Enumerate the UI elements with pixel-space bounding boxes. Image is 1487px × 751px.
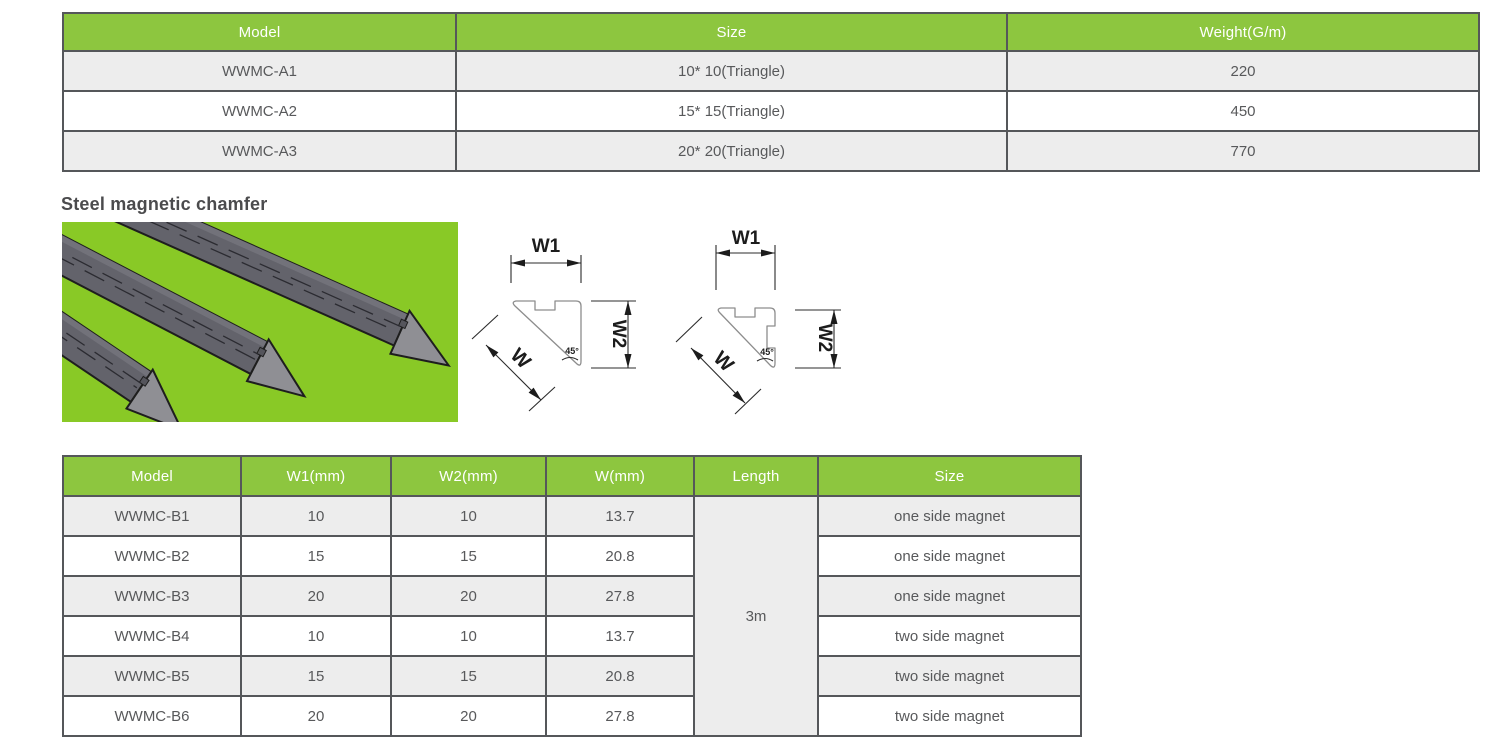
cell-w2: 15 [390, 535, 547, 577]
cell-w2: 15 [390, 655, 547, 697]
table-row: WWMC-B6 20 20 27.8 two side magnet [62, 695, 1082, 737]
column-header-length: Length [693, 455, 819, 497]
chamfer-strip [62, 281, 184, 422]
cell-w2: 10 [390, 615, 547, 657]
column-header-size: Size [455, 12, 1008, 52]
dimension-label-w: W [709, 347, 738, 376]
dimension-label-w2: W2 [608, 320, 629, 349]
cell-w: 13.7 [545, 495, 695, 537]
cell-weight: 220 [1006, 50, 1480, 92]
cell-w1: 20 [240, 575, 392, 617]
product-image-steel-chamfer-strips [62, 222, 458, 422]
cell-w: 13.7 [545, 615, 695, 657]
cell-w1: 20 [240, 695, 392, 737]
cell-size: two side magnet [817, 695, 1082, 737]
cell-size: 15* 15(Triangle) [455, 90, 1008, 132]
cell-model: WWMC-A3 [62, 130, 457, 172]
column-header-size: Size [817, 455, 1082, 497]
table-row: WWMC-B4 10 10 13.7 two side magnet [62, 615, 1082, 657]
dimension-label-w2: W2 [814, 324, 835, 353]
cell-model: WWMC-B4 [62, 615, 242, 657]
angle-label-45: 45° [565, 346, 579, 356]
table-row: WWMC-A3 20* 20(Triangle) 770 [62, 130, 1480, 172]
table-row: WWMC-B1 10 10 13.7 3m one side magnet [62, 495, 1082, 737]
cell-weight: 770 [1006, 130, 1480, 172]
cell-size: 10* 10(Triangle) [455, 50, 1008, 92]
cell-w: 20.8 [545, 655, 695, 697]
cell-w2: 20 [390, 575, 547, 617]
table-row: WWMC-A1 10* 10(Triangle) 220 [62, 50, 1480, 92]
chamfer-strip [63, 222, 451, 367]
cell-size: 20* 20(Triangle) [455, 130, 1008, 172]
table-a-header-row: Model Size Weight(G/m) [62, 12, 1480, 52]
cell-w: 27.8 [545, 575, 695, 617]
cell-w1: 10 [240, 495, 392, 537]
angle-label-45: 45° [760, 347, 774, 357]
cell-w2: 10 [390, 495, 547, 537]
cell-model: WWMC-B2 [62, 535, 242, 577]
cross-section-diagram-two-side: W1 W2 W 45° [675, 228, 841, 415]
cell-model: WWMC-B5 [62, 655, 242, 697]
section-heading: Steel magnetic chamfer [61, 194, 268, 214]
cell-model: WWMC-B6 [62, 695, 242, 737]
column-header-model: Model [62, 455, 242, 497]
cell-w1: 15 [240, 535, 392, 577]
cell-size: two side magnet [817, 615, 1082, 657]
column-header-w: W(mm) [545, 455, 695, 497]
chamfer-strip [62, 222, 307, 398]
cell-model: WWMC-A1 [62, 50, 457, 92]
column-header-w1: W1(mm) [240, 455, 392, 497]
spec-table-triangle: Model Size Weight(G/m) WWMC-A1 10* 10(Tr… [62, 12, 1480, 172]
column-header-w2: W2(mm) [390, 455, 547, 497]
spec-table-chamfer: Model W1(mm) W2(mm) W(mm) Length Size WW… [62, 455, 1082, 737]
cell-w1: 10 [240, 615, 392, 657]
chamfer-profile-outline [512, 300, 582, 366]
chamfer-profile-outline [717, 307, 776, 368]
cell-w: 20.8 [545, 535, 695, 577]
cell-size: one side magnet [817, 575, 1082, 617]
cell-length-merged: 3m [693, 495, 819, 737]
dimension-label-w1: W1 [532, 236, 561, 257]
column-header-model: Model [62, 12, 457, 52]
table-row: WWMC-A2 15* 15(Triangle) 450 [62, 90, 1480, 132]
table-row: WWMC-B2 15 15 20.8 one side magnet [62, 535, 1082, 577]
cell-size: one side magnet [817, 535, 1082, 577]
table-row: WWMC-B3 20 20 27.8 one side magnet [62, 575, 1082, 617]
cell-w1: 15 [240, 655, 392, 697]
cell-w2: 20 [390, 695, 547, 737]
table-b-header-row: Model W1(mm) W2(mm) W(mm) Length Size [62, 455, 1082, 497]
cell-w: 27.8 [545, 695, 695, 737]
cell-weight: 450 [1006, 90, 1480, 132]
cell-model: WWMC-B1 [62, 495, 242, 537]
cell-size: two side magnet [817, 655, 1082, 697]
cross-section-diagram-one-side: W1 W2 W 45° [471, 236, 636, 412]
dimension-label-w1: W1 [732, 228, 761, 249]
table-row: WWMC-B5 15 15 20.8 two side magnet [62, 655, 1082, 697]
cell-size: one side magnet [817, 495, 1082, 537]
column-header-weight: Weight(G/m) [1006, 12, 1480, 52]
cell-model: WWMC-A2 [62, 90, 457, 132]
cell-model: WWMC-B3 [62, 575, 242, 617]
